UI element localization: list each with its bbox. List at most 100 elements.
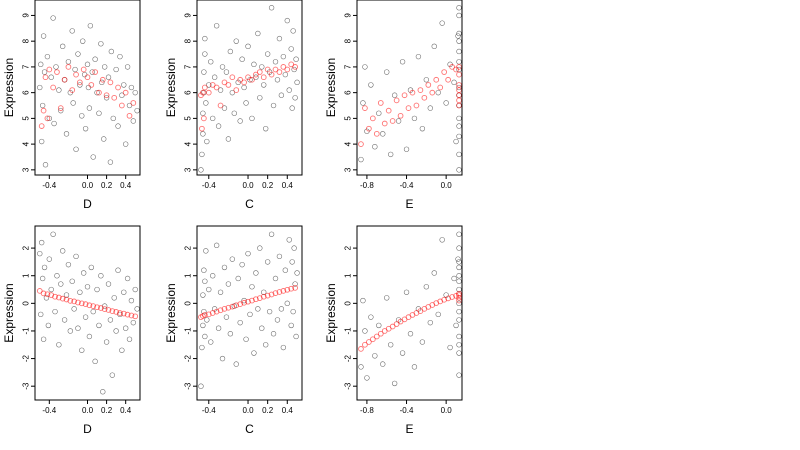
y-tick-label: 0 bbox=[22, 301, 31, 306]
data-point-black bbox=[294, 270, 300, 276]
data-point-red bbox=[256, 69, 263, 75]
data-point-red bbox=[449, 64, 455, 70]
data-point-black bbox=[456, 115, 462, 122]
data-point-red bbox=[92, 69, 98, 75]
y-tick-label: 7 bbox=[22, 64, 31, 69]
data-point-red bbox=[229, 303, 236, 310]
data-point-red bbox=[46, 66, 53, 73]
data-point-black bbox=[38, 61, 44, 68]
data-point-black bbox=[44, 53, 51, 60]
data-point-red bbox=[358, 346, 364, 352]
y-tick-label: 6 bbox=[22, 90, 31, 95]
data-point-black bbox=[439, 237, 445, 243]
data-point-black bbox=[456, 133, 462, 140]
data-point-red bbox=[401, 92, 408, 99]
y-axis-label: Expression bbox=[2, 283, 16, 342]
data-point-black bbox=[223, 69, 230, 75]
y-axis-label: Expression bbox=[164, 58, 178, 117]
data-point-red bbox=[397, 112, 404, 119]
data-point-black bbox=[42, 162, 49, 168]
data-point-black bbox=[376, 322, 382, 329]
data-point-red bbox=[75, 299, 81, 306]
data-point-black bbox=[41, 69, 48, 75]
data-point-black bbox=[255, 30, 261, 37]
y-axis-label: Expression bbox=[2, 58, 16, 117]
data-point-black bbox=[423, 284, 430, 290]
data-point-black bbox=[200, 292, 206, 298]
y-tick-label: 5 bbox=[184, 116, 193, 121]
data-point-red bbox=[36, 288, 43, 294]
data-point-black bbox=[204, 138, 210, 145]
data-point-black bbox=[126, 102, 133, 109]
data-point-black bbox=[456, 273, 462, 279]
data-point-red bbox=[105, 307, 112, 313]
data-point-black bbox=[37, 84, 43, 91]
data-point-black bbox=[451, 275, 457, 282]
data-point-black bbox=[105, 74, 112, 80]
data-point-black bbox=[217, 87, 224, 93]
data-point-black bbox=[128, 297, 135, 304]
data-point-black bbox=[98, 41, 104, 47]
data-point-black bbox=[419, 126, 426, 132]
data-point-black bbox=[134, 107, 140, 114]
data-point-red bbox=[253, 296, 259, 303]
x-tick-label: 0.0 bbox=[242, 181, 254, 190]
data-point-black bbox=[221, 105, 228, 111]
data-point-black bbox=[284, 17, 290, 24]
data-point-black bbox=[456, 167, 462, 173]
y-tick-label: 1 bbox=[22, 273, 31, 278]
y-tick-label: -2 bbox=[184, 354, 193, 362]
data-point-black bbox=[447, 344, 453, 351]
data-point-red bbox=[245, 298, 251, 305]
data-point-black bbox=[391, 380, 398, 387]
data-point-black bbox=[276, 35, 283, 42]
data-point-black bbox=[384, 69, 390, 75]
data-point-red bbox=[50, 84, 56, 91]
data-point-black bbox=[132, 286, 138, 293]
x-axis-label: D bbox=[83, 197, 92, 211]
plot-frame bbox=[196, 225, 303, 401]
data-point-black bbox=[241, 297, 247, 304]
data-point-red bbox=[362, 341, 368, 348]
data-point-red bbox=[456, 97, 462, 104]
data-point-red bbox=[59, 295, 66, 302]
data-point-black bbox=[221, 264, 228, 271]
data-point-black bbox=[37, 250, 43, 257]
data-point-black bbox=[51, 120, 57, 127]
data-point-red bbox=[57, 105, 64, 111]
data-point-black bbox=[249, 284, 255, 290]
data-point-black bbox=[84, 61, 91, 68]
data-point-black bbox=[456, 123, 462, 129]
data-point-red bbox=[115, 84, 121, 91]
y-tick-label: 2 bbox=[344, 245, 353, 250]
data-point-red bbox=[280, 64, 287, 70]
data-point-black bbox=[213, 23, 220, 29]
data-point-black bbox=[456, 308, 462, 315]
data-point-black bbox=[276, 253, 283, 260]
data-point-black bbox=[435, 311, 441, 318]
data-point-red bbox=[449, 294, 455, 300]
data-point-red bbox=[69, 87, 76, 93]
data-point-black bbox=[272, 59, 279, 65]
data-point-black bbox=[427, 105, 433, 111]
data-point-black bbox=[108, 48, 115, 55]
x-tick-label: 0.0 bbox=[82, 406, 94, 415]
x-tick-label: 0.0 bbox=[441, 181, 453, 190]
data-point-red bbox=[233, 302, 240, 309]
data-point-black bbox=[431, 270, 437, 276]
data-point-red bbox=[80, 66, 87, 73]
x-tick-label: 0.0 bbox=[82, 181, 94, 190]
data-point-black bbox=[65, 261, 72, 268]
data-point-red bbox=[241, 79, 247, 86]
data-point-black bbox=[294, 79, 300, 86]
data-point-red bbox=[107, 79, 114, 86]
data-point-red bbox=[264, 292, 271, 299]
plot-frame bbox=[34, 225, 141, 401]
data-point-black bbox=[75, 325, 81, 331]
data-point-black bbox=[261, 82, 267, 88]
data-point-black bbox=[455, 256, 461, 262]
data-point-black bbox=[411, 115, 418, 122]
data-point-black bbox=[360, 100, 366, 106]
data-point-black bbox=[263, 126, 269, 132]
